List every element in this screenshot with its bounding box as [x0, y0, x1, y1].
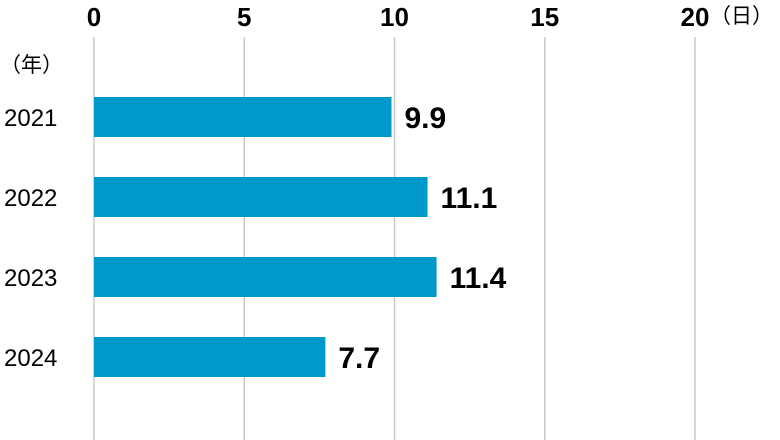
x-tick-label: 15	[530, 2, 559, 32]
x-axis-ticks: 0 5 10 15 20	[87, 2, 710, 32]
x-tick-label: 20	[681, 2, 710, 32]
y-axis-unit-label: （年）	[0, 53, 63, 77]
x-axis-unit-label: （日）	[710, 4, 773, 28]
x-tick-label: 5	[237, 2, 251, 32]
bar-value-label: 7.7	[338, 342, 380, 375]
x-tick-label: 0	[87, 2, 101, 32]
category-label: 2021	[4, 105, 57, 132]
category-label: 2023	[4, 265, 57, 292]
bar-value-label: 11.1	[441, 182, 498, 215]
bar	[94, 177, 428, 217]
category-label: 2022	[4, 185, 57, 212]
bar	[94, 337, 326, 377]
bars	[94, 97, 437, 377]
bar-value-label: 11.4	[450, 262, 507, 295]
bar	[94, 97, 392, 137]
value-labels: 9.9 11.1 11.4 7.7	[338, 102, 506, 375]
x-tick-label: 10	[380, 2, 409, 32]
bar-value-label: 9.9	[404, 102, 446, 135]
category-labels: 2021 2022 2023 2024	[4, 105, 57, 372]
bar	[94, 257, 437, 297]
category-label: 2024	[4, 345, 57, 372]
